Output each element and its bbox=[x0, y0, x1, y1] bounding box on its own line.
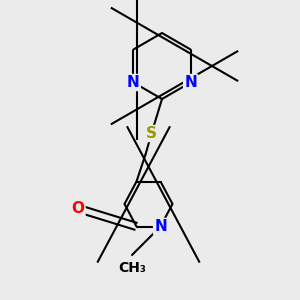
Text: N: N bbox=[184, 75, 197, 90]
Text: O: O bbox=[71, 201, 85, 216]
Text: N: N bbox=[127, 75, 140, 90]
Text: N: N bbox=[154, 219, 167, 234]
Text: S: S bbox=[146, 126, 157, 141]
Text: CH₃: CH₃ bbox=[118, 261, 146, 275]
